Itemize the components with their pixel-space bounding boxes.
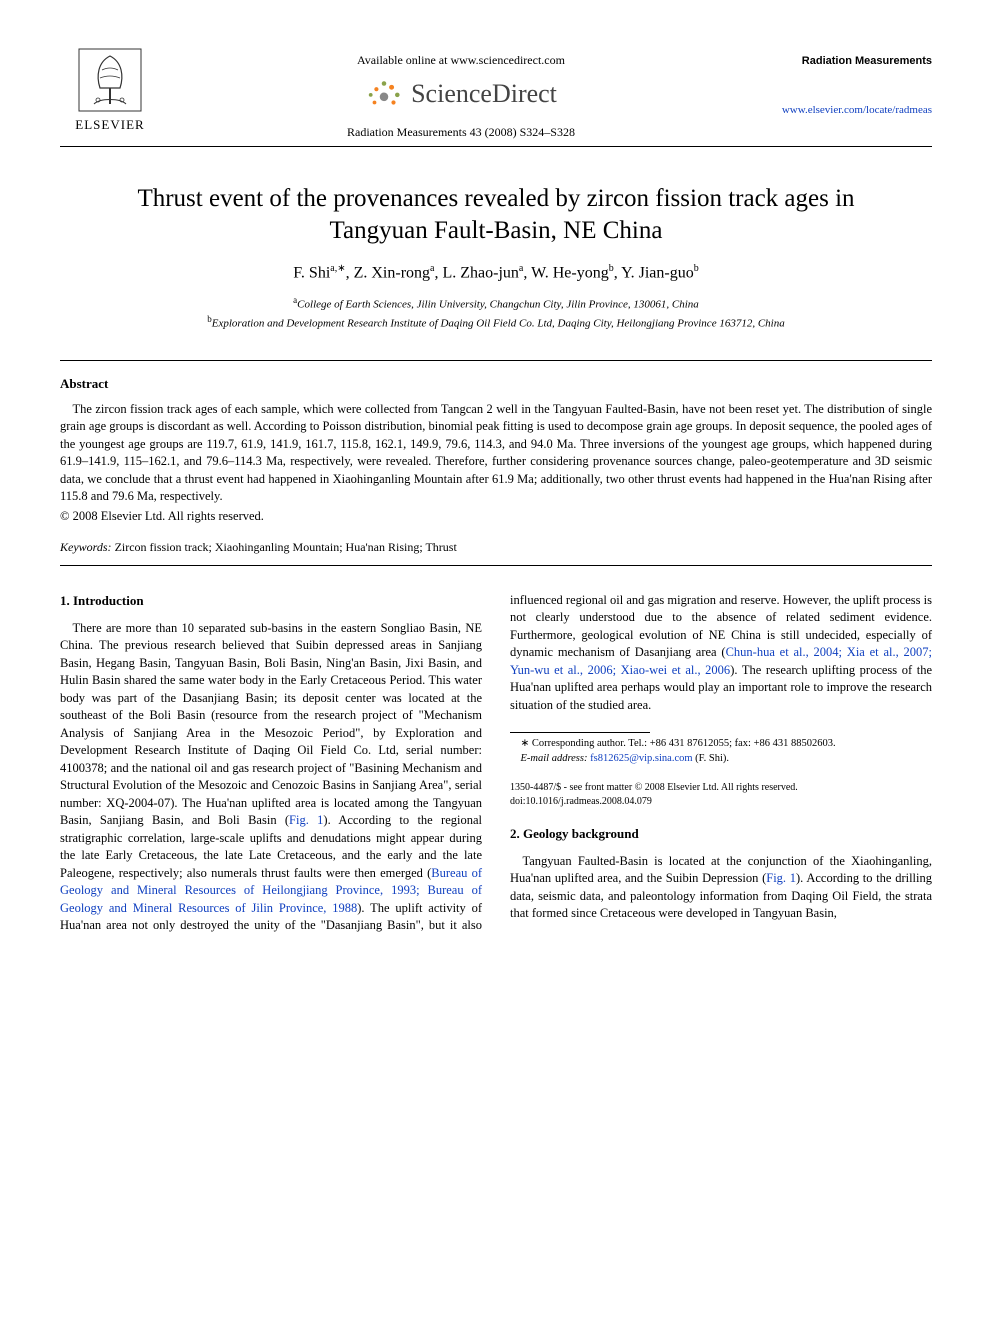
available-online-text: Available online at www.sciencedirect.co…	[160, 52, 762, 68]
header-rule	[60, 146, 932, 147]
publisher-logo-block: ELSEVIER	[60, 48, 160, 134]
section-2-heading: 2. Geology background	[510, 825, 932, 843]
footnote-separator	[510, 732, 650, 733]
section-2-block: 2. Geology background Tangyuan Faulted-B…	[510, 825, 932, 923]
citation-line: Radiation Measurements 43 (2008) S324–S3…	[160, 124, 762, 140]
footnote-corr-text: ∗ Corresponding author. Tel.: +86 431 87…	[521, 738, 836, 749]
email-label: E-mail address:	[521, 753, 588, 764]
abstract-body: The zircon fission track ages of each sa…	[60, 401, 932, 506]
front-matter-meta: 1350-4487/$ - see front matter © 2008 El…	[510, 781, 932, 809]
article-body-columns: 1. Introduction There are more than 10 s…	[60, 592, 932, 935]
affiliations: aCollege of Earth Sciences, Jilin Univer…	[60, 294, 932, 332]
publisher-name: ELSEVIER	[75, 116, 144, 134]
intro-text-1: There are more than 10 separated sub-bas…	[60, 621, 482, 828]
section-1-heading: 1. Introduction	[60, 592, 482, 610]
sciencedirect-wordmark: ScienceDirect	[411, 76, 557, 111]
email-footnote: E-mail address: fs812625@vip.sina.com (F…	[510, 752, 932, 767]
header-center: Available online at www.sciencedirect.co…	[160, 48, 762, 140]
sciencedirect-logo: ScienceDirect	[160, 74, 762, 112]
keywords-label: Keywords:	[60, 540, 112, 554]
affiliation-a: aCollege of Earth Sciences, Jilin Univer…	[60, 294, 932, 313]
doi-line: doi:10.1016/j.radmeas.2008.04.079	[510, 795, 932, 809]
page-header: ELSEVIER Available online at www.science…	[60, 48, 932, 140]
sciencedirect-swirl-icon	[365, 74, 403, 112]
author-list: F. Shia,∗, Z. Xin-ronga, L. Zhao-juna, W…	[60, 262, 932, 284]
article-title: Thrust event of the provenances revealed…	[90, 183, 902, 246]
abstract-top-rule	[60, 360, 932, 361]
email-tail: (F. Shi).	[693, 753, 730, 764]
figure-1-link[interactable]: Fig. 1	[289, 813, 323, 827]
corresponding-author-footnote: ∗ Corresponding author. Tel.: +86 431 87…	[510, 737, 932, 752]
abstract-bottom-rule	[60, 565, 932, 566]
copyright-line: © 2008 Elsevier Ltd. All rights reserved…	[60, 508, 932, 525]
figure-1-link-b[interactable]: Fig. 1	[766, 871, 796, 885]
journal-url-link[interactable]: www.elsevier.com/locate/radmeas	[782, 103, 932, 118]
affiliation-b: bExploration and Development Research In…	[60, 313, 932, 332]
keywords-text: Zircon fission track; Xiaohinganling Mou…	[112, 540, 457, 554]
geology-paragraph: Tangyuan Faulted-Basin is located at the…	[510, 853, 932, 923]
corresponding-email-link[interactable]: fs812625@vip.sina.com	[590, 753, 692, 764]
journal-name: Radiation Measurements	[802, 54, 932, 69]
front-matter-line: 1350-4487/$ - see front matter © 2008 El…	[510, 781, 932, 795]
abstract-heading: Abstract	[60, 375, 932, 393]
elsevier-tree-icon	[78, 48, 142, 112]
keywords-line: Keywords: Zircon fission track; Xiaohing…	[60, 539, 932, 555]
header-right: Radiation Measurements www.elsevier.com/…	[762, 48, 932, 118]
